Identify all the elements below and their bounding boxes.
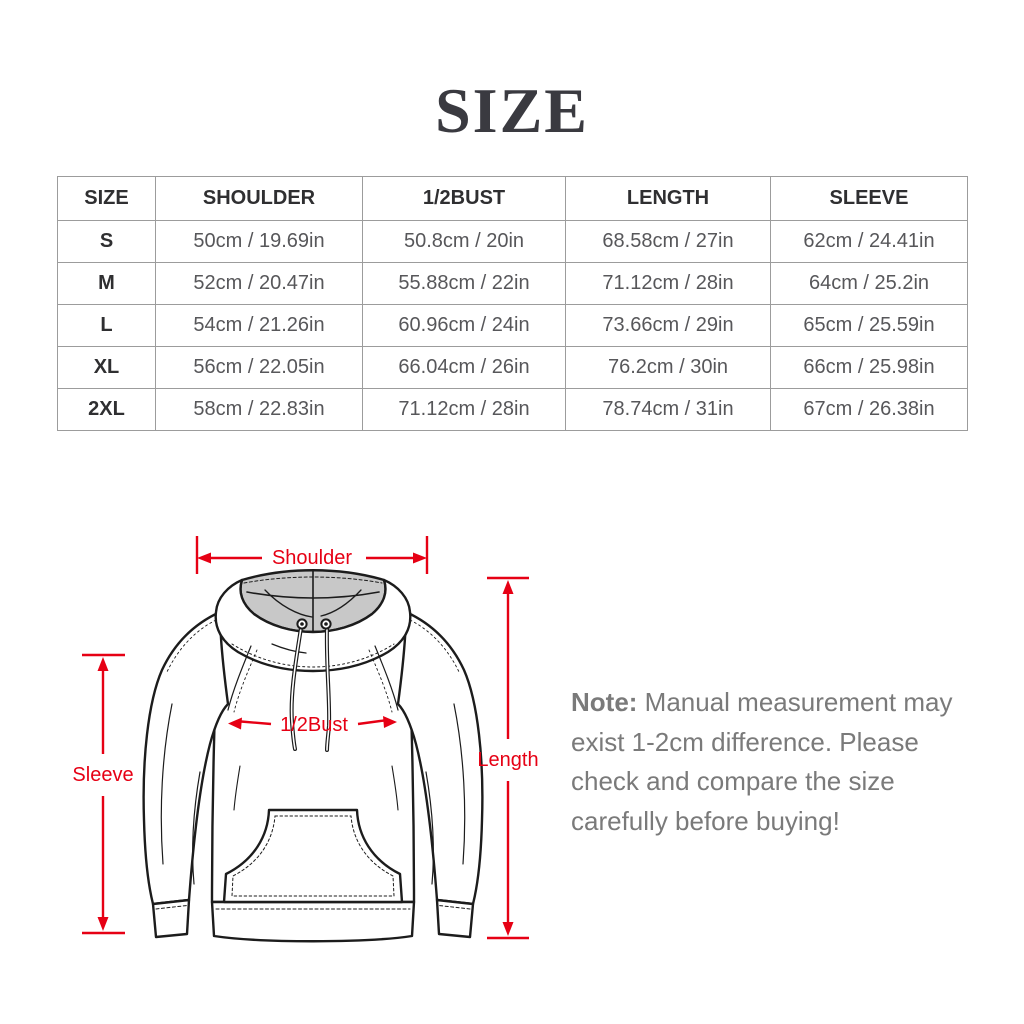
table-row: 2XL 58cm / 22.83in 71.12cm / 28in 78.74c… [57, 388, 968, 431]
size-cell: XL [57, 346, 156, 389]
hoodie-pocket [222, 808, 404, 904]
column-header-shoulder: SHOULDER [155, 176, 363, 221]
length-cell: 78.74cm / 31in [565, 388, 771, 431]
hoodie-left-cuff [151, 898, 191, 939]
shoulder-cell: 58cm / 22.83in [155, 388, 363, 431]
size-table: SIZE SHOULDER 1/2BUST LENGTH SLEEVE S 50… [57, 176, 968, 431]
hoodie-size-diagram: Shoulder 1/2Bust Sleeve Length [58, 528, 548, 958]
sleeve-cell: 62cm / 24.41in [770, 220, 968, 263]
bust-cell: 60.96cm / 24in [362, 304, 566, 347]
shoulder-arrow-label: Shoulder [271, 547, 353, 569]
hoodie-seam-details [155, 569, 471, 910]
shoulder-arrow [195, 536, 429, 574]
bust-cell: 71.12cm / 28in [362, 388, 566, 431]
bust-arrow-label: 1/2Bust [280, 714, 348, 736]
length-cell: 73.66cm / 29in [565, 304, 771, 347]
hoodie-hem [210, 900, 416, 943]
column-header-size: SIZE [57, 176, 156, 221]
table-row: S 50cm / 19.69in 50.8cm / 20in 68.58cm /… [57, 220, 968, 263]
sleeve-arrow [82, 653, 125, 935]
shoulder-cell: 52cm / 20.47in [155, 262, 363, 305]
hoodie-drawing [142, 569, 484, 943]
column-header-sleeve: SLEEVE [770, 176, 968, 221]
column-header-bust: 1/2BUST [362, 176, 566, 221]
length-arrow-label: Length [477, 749, 539, 771]
sleeve-cell: 65cm / 25.59in [770, 304, 968, 347]
shoulder-cell: 56cm / 22.05in [155, 346, 363, 389]
length-cell: 71.12cm / 28in [565, 262, 771, 305]
bust-arrow [228, 716, 397, 730]
page-title: SIZE [435, 75, 589, 146]
hoodie-right-cuff [435, 898, 475, 939]
length-cell: 68.58cm / 27in [565, 220, 771, 263]
table-header-row: SIZE SHOULDER 1/2BUST LENGTH SLEEVE [57, 176, 968, 221]
sleeve-cell: 64cm / 25.2in [770, 262, 968, 305]
bust-cell: 66.04cm / 26in [362, 346, 566, 389]
note-label: Note: [571, 687, 638, 717]
column-header-length: LENGTH [565, 176, 771, 221]
note-text: Manual measurement may exist 1-2cm diffe… [571, 687, 953, 836]
length-cell: 76.2cm / 30in [565, 346, 771, 389]
table-row: M 52cm / 20.47in 55.88cm / 22in 71.12cm … [57, 262, 968, 305]
shoulder-cell: 54cm / 21.26in [155, 304, 363, 347]
bust-cell: 55.88cm / 22in [362, 262, 566, 305]
hood-collar [214, 578, 412, 673]
shoulder-cell: 50cm / 19.69in [155, 220, 363, 263]
size-cell: M [57, 262, 156, 305]
sleeve-cell: 66cm / 25.98in [770, 346, 968, 389]
table-row: L 54cm / 21.26in 60.96cm / 24in 73.66cm … [57, 304, 968, 347]
size-cell: L [57, 304, 156, 347]
sleeve-cell: 67cm / 26.38in [770, 388, 968, 431]
sleeve-arrow-label: Sleeve [72, 764, 134, 786]
hoodie-illustration [82, 536, 529, 943]
bust-cell: 50.8cm / 20in [362, 220, 566, 263]
size-cell: 2XL [57, 388, 156, 431]
measurement-note: Note: Manual measurement may exist 1-2cm… [571, 683, 973, 841]
table-row: XL 56cm / 22.05in 66.04cm / 26in 76.2cm … [57, 346, 968, 389]
measurement-arrows [82, 536, 529, 940]
size-cell: S [57, 220, 156, 263]
length-arrow [487, 576, 529, 940]
hood-drawstrings [289, 618, 332, 752]
